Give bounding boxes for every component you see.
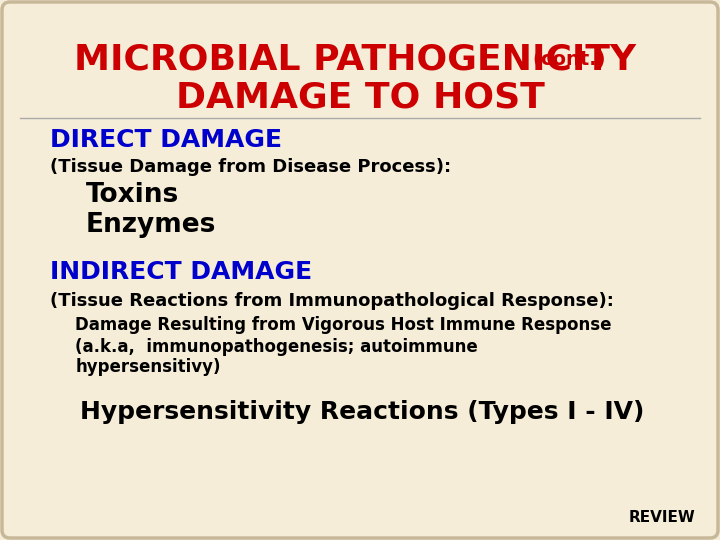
Text: (cont.): (cont.) — [532, 50, 606, 69]
Text: DAMAGE TO HOST: DAMAGE TO HOST — [176, 80, 544, 114]
Text: Toxins: Toxins — [86, 182, 179, 208]
Text: Enzymes: Enzymes — [86, 212, 216, 238]
Text: (Tissue Damage from Disease Process):: (Tissue Damage from Disease Process): — [50, 158, 451, 176]
Text: MICROBIAL PATHOGENICITY: MICROBIAL PATHOGENICITY — [74, 42, 636, 76]
Text: DIRECT DAMAGE: DIRECT DAMAGE — [50, 128, 282, 152]
Text: Hypersensitivity Reactions (Types I - IV): Hypersensitivity Reactions (Types I - IV… — [81, 400, 645, 424]
Text: (Tissue Reactions from Immunopathological Response):: (Tissue Reactions from Immunopathologica… — [50, 292, 614, 310]
Text: INDIRECT DAMAGE: INDIRECT DAMAGE — [50, 260, 312, 284]
Text: hypersensitivy): hypersensitivy) — [76, 358, 221, 376]
Text: (a.k.a,  immunopathogenesis; autoimmune: (a.k.a, immunopathogenesis; autoimmune — [76, 338, 478, 356]
Text: Damage Resulting from Vigorous Host Immune Response: Damage Resulting from Vigorous Host Immu… — [76, 316, 612, 334]
Text: REVIEW: REVIEW — [629, 510, 695, 525]
